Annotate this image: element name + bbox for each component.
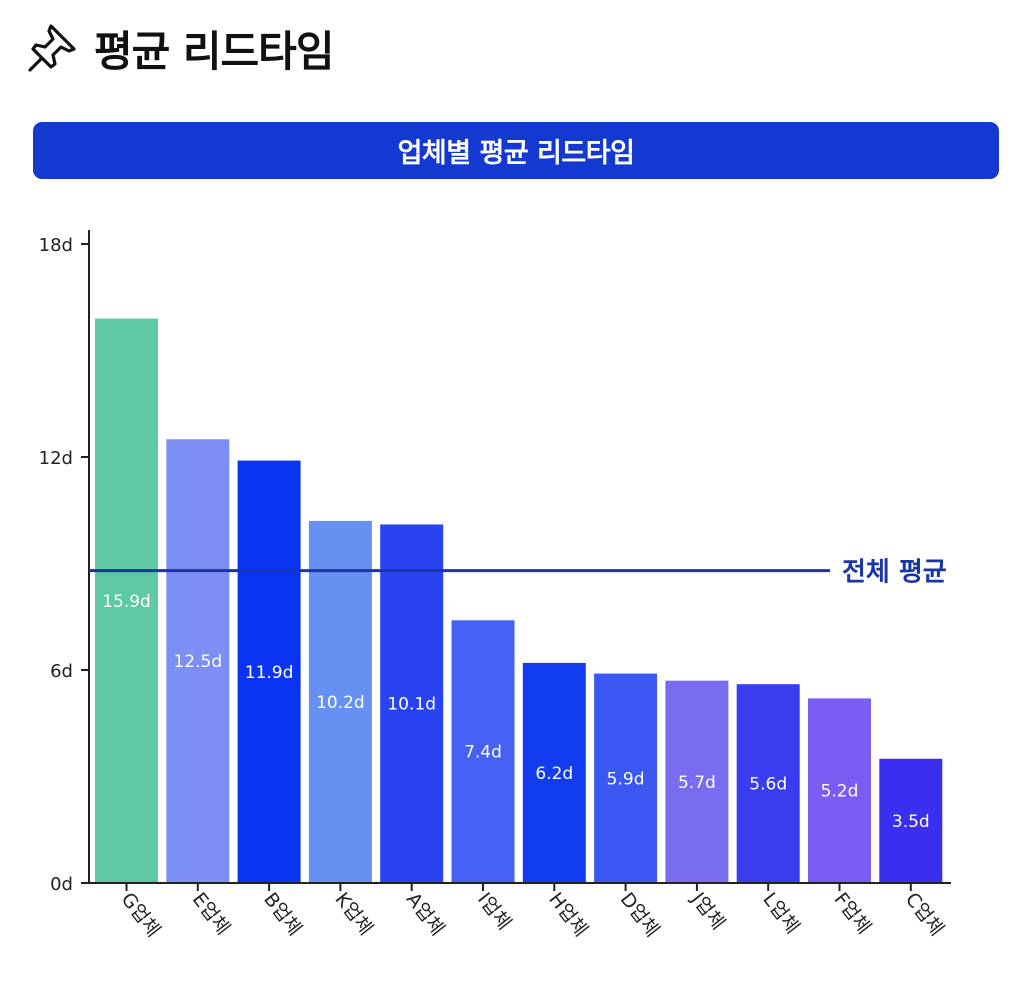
bar-value-label: 7.4d (464, 743, 502, 763)
x-tick-label: D업체 (616, 889, 664, 942)
bar (451, 620, 515, 883)
average-label: 전체 평균 (842, 558, 947, 588)
bar-value-label: 5.9d (607, 769, 645, 789)
bar (522, 662, 586, 883)
bar (665, 680, 729, 883)
bar (808, 698, 871, 883)
bar (166, 439, 230, 883)
bar (95, 318, 158, 883)
x-tick-label: B업체 (259, 889, 306, 940)
x-tick-label: C업체 (901, 889, 948, 941)
bar-value-label: 12.5d (173, 652, 222, 672)
bar (308, 520, 372, 883)
y-tick-label: 12d (39, 448, 73, 469)
x-tick-label: A업체 (402, 889, 449, 940)
bar (736, 684, 800, 883)
bar (237, 460, 301, 883)
bar-value-label: 5.6d (749, 775, 787, 795)
x-tick-label: I업체 (473, 889, 515, 935)
chart-title-banner: 업체별 평균 리드타임 (33, 122, 999, 179)
y-tick-label: 0d (50, 874, 73, 895)
bar (594, 673, 658, 883)
bar (879, 758, 943, 883)
page-header: 평균 리드타임 (24, 16, 334, 80)
x-tick-label: K업체 (330, 889, 377, 940)
page-title: 평균 리드타임 (94, 26, 334, 76)
x-tick-label: H업체 (544, 889, 592, 941)
bar-value-label: 10.2d (316, 693, 365, 713)
y-tick-label: 6d (50, 661, 73, 682)
bar-value-label: 5.2d (821, 782, 859, 802)
bar-value-label: 3.5d (892, 812, 930, 832)
bar-value-label: 5.7d (678, 773, 716, 793)
x-tick-label: G업체 (117, 889, 165, 942)
pushpin-icon (28, 24, 76, 72)
bar-value-label: 6.2d (535, 764, 573, 784)
y-tick-label: 18d (39, 235, 73, 256)
bar (380, 524, 444, 883)
x-tick-label: E업체 (188, 889, 234, 940)
x-tick-label: F업체 (830, 889, 876, 939)
bar-value-label: 10.1d (387, 695, 436, 715)
chart-title: 업체별 평균 리드타임 (397, 138, 635, 169)
x-tick-label: L업체 (758, 889, 803, 938)
bar-value-label: 11.9d (245, 663, 294, 683)
x-tick-label: J업체 (686, 888, 729, 934)
bar-value-label: 15.9d (102, 592, 151, 612)
